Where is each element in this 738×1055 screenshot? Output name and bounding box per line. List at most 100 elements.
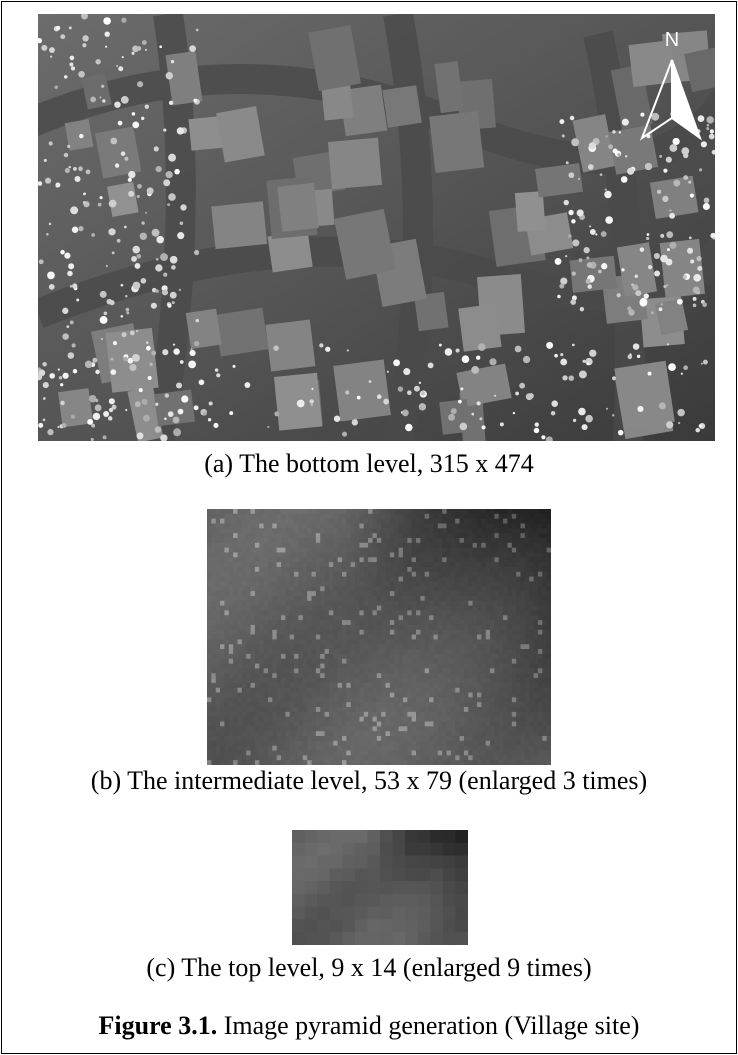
pixel: [451, 523, 456, 528]
pixel: [377, 581, 382, 586]
pixel: [333, 610, 338, 615]
tree-speckle: [136, 330, 138, 332]
pixel: [425, 722, 430, 727]
pixel: [494, 697, 499, 702]
pixel: [333, 664, 338, 669]
pixel: [229, 581, 234, 586]
pixel: [281, 581, 286, 586]
pixel: [294, 697, 299, 702]
pixel: [438, 664, 443, 669]
tree-speckle: [117, 239, 121, 243]
tree-speckle: [49, 284, 55, 290]
pixel: [525, 606, 530, 611]
pixel: [242, 751, 247, 756]
pixel: [359, 659, 364, 664]
tree-speckle: [273, 345, 279, 351]
pixel: [547, 693, 551, 698]
pixel: [285, 533, 290, 538]
pixel: [320, 591, 325, 596]
pixel: [512, 514, 517, 519]
pixel: [259, 514, 264, 519]
pixel: [403, 610, 408, 615]
pixel: [455, 717, 460, 722]
pixel: [207, 717, 212, 722]
pixel: [538, 562, 543, 567]
pixel: [403, 741, 408, 746]
pixel: [429, 528, 434, 533]
pixel: [390, 751, 395, 756]
tree-speckle: [78, 166, 83, 171]
building: [569, 256, 617, 293]
pixel: [460, 688, 465, 693]
pixel: [285, 548, 290, 553]
pixel: [399, 649, 404, 654]
pixel: [516, 581, 521, 586]
pixel: [529, 722, 534, 727]
pixel: [312, 538, 317, 543]
pixel: [477, 606, 482, 611]
pixel: [351, 586, 356, 591]
pixel: [372, 523, 377, 528]
pixel: [233, 538, 238, 543]
pixel: [542, 668, 547, 673]
pixel: [429, 697, 434, 702]
pixel: [207, 688, 212, 693]
pixel: [534, 731, 539, 736]
pixel: [342, 644, 347, 649]
pixel: [538, 610, 543, 615]
pixel: [442, 678, 447, 683]
pixel: [224, 514, 229, 519]
pixel: [351, 755, 356, 760]
pixel: [307, 639, 312, 644]
pixel: [207, 610, 212, 615]
pixel: [316, 707, 321, 712]
pixel: [494, 557, 499, 562]
pixel: [307, 601, 312, 606]
pixel: [325, 702, 330, 707]
pixel: [303, 722, 308, 727]
pixel: [416, 722, 421, 727]
pixel: [420, 557, 425, 562]
pixel: [346, 707, 351, 712]
pixel: [490, 543, 495, 548]
pixel: [364, 596, 369, 601]
pixel: [229, 746, 234, 751]
pixel: [325, 523, 330, 528]
pixel: [381, 572, 386, 577]
pixel: [237, 533, 242, 538]
pixel: [438, 509, 443, 514]
pixel: [390, 678, 395, 683]
pixel: [425, 668, 430, 673]
pixel: [486, 697, 491, 702]
pixel: [268, 726, 273, 731]
pixel: [220, 591, 225, 596]
pixel: [207, 538, 212, 543]
pixel: [298, 644, 303, 649]
pixel: [333, 514, 338, 519]
pixel: [338, 606, 343, 611]
pixel: [486, 635, 491, 640]
pixel: [264, 572, 269, 577]
pixel: [237, 572, 242, 577]
pixel: [534, 543, 539, 548]
pixel: [298, 683, 303, 688]
pixel: [464, 693, 469, 698]
pixel: [473, 630, 478, 635]
pixel: [325, 760, 330, 765]
pixel: [412, 543, 417, 548]
pixel: [516, 693, 521, 698]
pixel: [425, 760, 430, 765]
tree-speckle: [105, 46, 107, 48]
pixel: [503, 755, 508, 760]
pixel: [512, 722, 517, 727]
pixel: [494, 736, 499, 741]
pixel: [329, 610, 334, 615]
pixel: [338, 514, 343, 519]
pixel: [312, 591, 317, 596]
pixel: [412, 606, 417, 611]
pixel: [268, 601, 273, 606]
pixel: [494, 552, 499, 557]
pixel: [420, 707, 425, 712]
pixel: [342, 610, 347, 615]
panel-caption: (c) The top level, 9 x 14 (enlarged 9 ti…: [0, 953, 738, 983]
